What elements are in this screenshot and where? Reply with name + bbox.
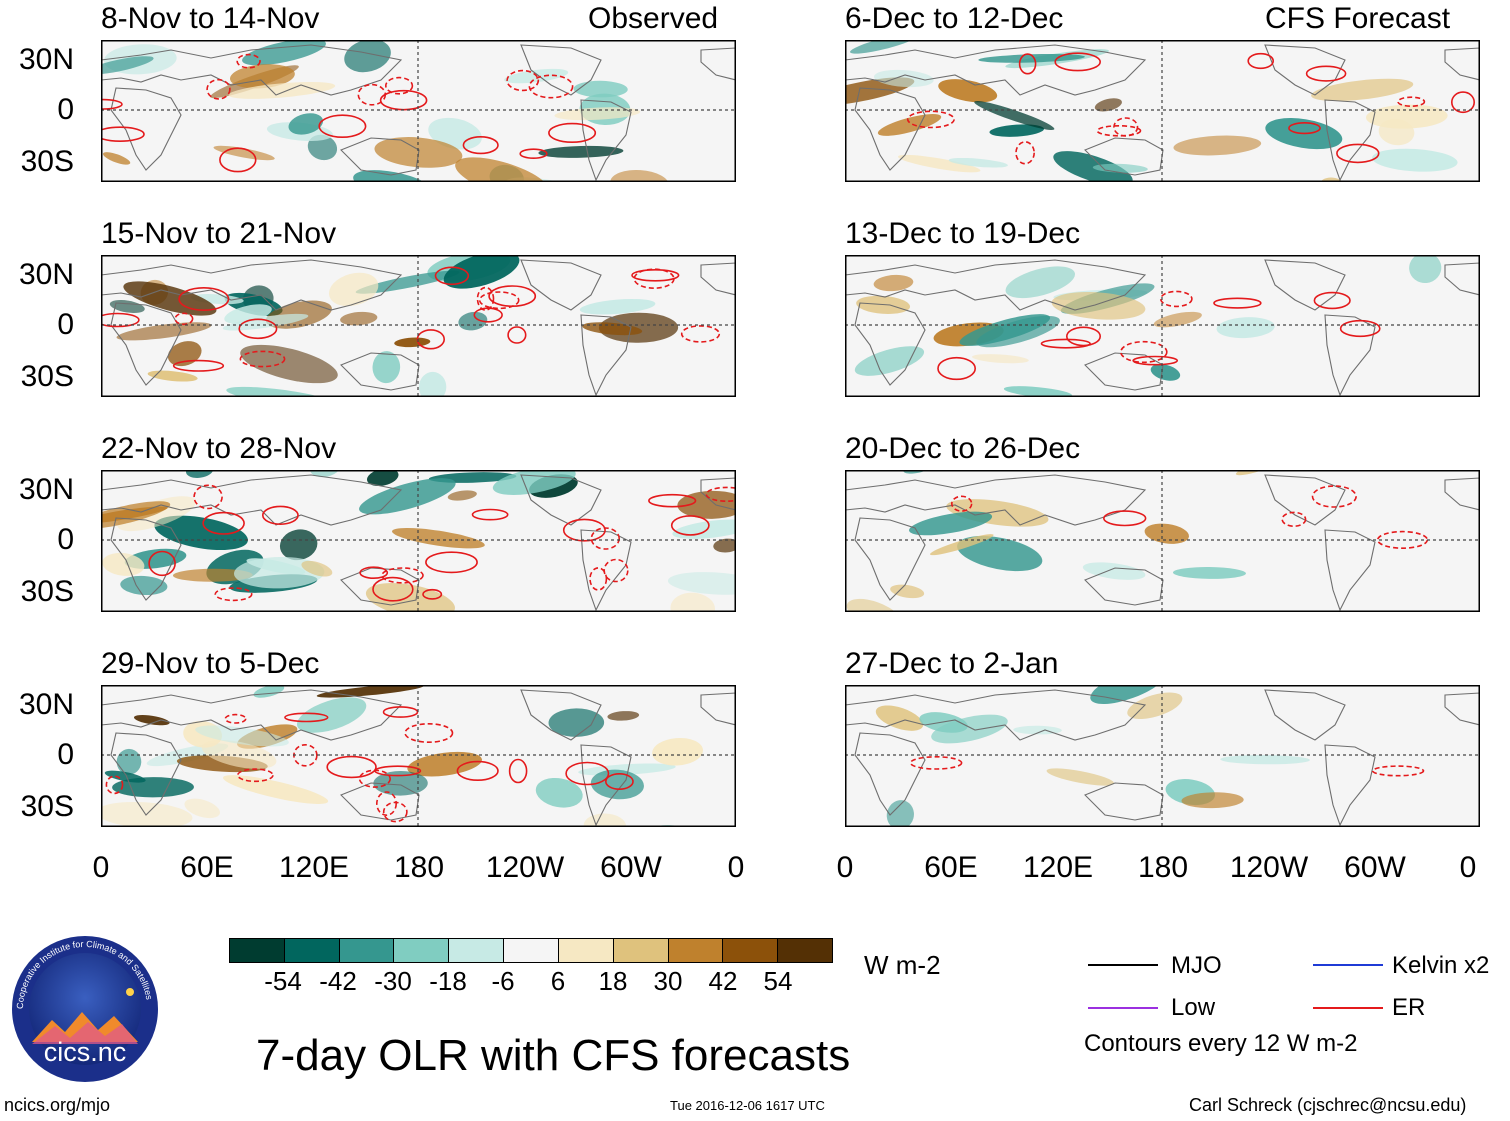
- colorbar-swatch: [284, 938, 340, 963]
- colorbar-swatch: [449, 938, 505, 963]
- lon-label-120w: 120W: [485, 851, 565, 884]
- legend-label-mjo: MJO: [1171, 952, 1222, 979]
- colorbar-tick: 6: [550, 966, 566, 996]
- colorbar-tick: -18: [429, 966, 467, 996]
- colorbar-tick: 18: [598, 966, 628, 996]
- panel-title-obs-4: 29-Nov to 5-Dec: [101, 647, 320, 680]
- map-panel-fcst-4: [845, 685, 1480, 827]
- map-panel-obs-1: [101, 40, 736, 182]
- lat-label-30s: 30S: [20, 575, 74, 608]
- panel-title-fcst-3: 20-Dec to 26-Dec: [845, 432, 1081, 465]
- lat-label-30n: 30N: [18, 43, 74, 76]
- legend-line-low: [1088, 1007, 1158, 1009]
- lon-label-120e: 120E: [1022, 851, 1094, 884]
- legend-line-kelvin: [1313, 964, 1383, 966]
- map-panel-obs-3: [101, 470, 736, 612]
- lon-label-60w: 60W: [1344, 851, 1406, 884]
- lon-label-120e: 120E: [278, 851, 350, 884]
- map-panel-obs-4: [101, 685, 736, 827]
- colorbar-swatch: [668, 938, 724, 963]
- colorbar-swatch: [778, 938, 833, 963]
- lat-label-30s: 30S: [20, 790, 74, 823]
- lat-label-30n: 30N: [18, 258, 74, 291]
- lon-label-0-end: 0: [727, 851, 745, 884]
- lon-label-0: 0: [92, 851, 110, 884]
- lon-label-60e: 60E: [924, 851, 978, 884]
- lon-label-0-end: 0: [1459, 851, 1477, 884]
- forecast-label: CFS Forecast: [1265, 2, 1451, 35]
- contour-note: Contours every 12 W m-2: [1084, 1030, 1358, 1057]
- panel-title-obs-1: 8-Nov to 14-Nov: [101, 2, 320, 35]
- panel-title-obs-3: 22-Nov to 28-Nov: [101, 432, 337, 465]
- colorbar-tick: 42: [708, 966, 738, 996]
- footer-timestamp: Tue 2016-12-06 1617 UTC: [670, 1098, 825, 1113]
- lat-label-eq: 0: [57, 308, 74, 341]
- legend-label-low: Low: [1171, 994, 1216, 1021]
- lat-label-eq: 0: [57, 523, 74, 556]
- colorbar-tick: -54: [264, 966, 302, 996]
- lat-label-30n: 30N: [18, 688, 74, 721]
- figure-title: 7-day OLR with CFS forecasts: [256, 1031, 851, 1080]
- legend-line-mjo: [1088, 964, 1158, 966]
- legend-label-kelvin: Kelvin x2: [1392, 952, 1490, 979]
- cics-logo: Cooperative Institute for Climate and Sa…: [10, 934, 160, 1084]
- lon-label-0: 0: [836, 851, 854, 884]
- colorbar-tick: 30: [653, 966, 683, 996]
- legend: MJO Kelvin x2 Low ER: [1088, 950, 1508, 1060]
- map-panel-fcst-1: [845, 40, 1480, 182]
- colorbar-swatch: [339, 938, 395, 963]
- colorbar-swatches: [229, 938, 833, 963]
- lat-label-eq: 0: [57, 93, 74, 126]
- logo-text: cics.nc: [44, 1037, 127, 1067]
- panel-title-fcst-2: 13-Dec to 19-Dec: [845, 217, 1081, 250]
- colorbar-tick: -42: [319, 966, 357, 996]
- footer-url: ncics.org/mjo: [4, 1095, 111, 1115]
- panel-title-obs-2: 15-Nov to 21-Nov: [101, 217, 337, 250]
- lat-label-30s: 30S: [20, 145, 74, 178]
- colorbar-swatch: [504, 938, 559, 963]
- lat-label-30n: 30N: [18, 473, 74, 506]
- lon-label-60w: 60W: [600, 851, 662, 884]
- lat-label-eq: 0: [57, 738, 74, 771]
- colorbar-tick: -6: [491, 966, 515, 996]
- lat-label-30s: 30S: [20, 360, 74, 393]
- map-panel-fcst-3: [845, 470, 1480, 612]
- colorbar-swatch: [558, 938, 614, 963]
- observed-label: Observed: [588, 2, 719, 35]
- lon-label-120w: 120W: [1229, 851, 1309, 884]
- legend-line-er: [1313, 1007, 1383, 1009]
- colorbar-swatch: [394, 938, 450, 963]
- footer-author: Carl Schreck (cjschrec@ncsu.edu): [1189, 1095, 1467, 1115]
- map-panel-fcst-2: [845, 255, 1480, 397]
- colorbar-swatch: [723, 938, 779, 963]
- panel-title-fcst-1: 6-Dec to 12-Dec: [845, 2, 1064, 35]
- lon-label-180: 180: [393, 851, 445, 884]
- colorbar-tick: -30: [374, 966, 412, 996]
- colorbar-swatch: [613, 938, 669, 963]
- map-panel-obs-2: [101, 255, 736, 397]
- colorbar: [229, 938, 833, 963]
- lon-label-60e: 60E: [180, 851, 234, 884]
- colorbar-swatch: [229, 938, 285, 963]
- units-label: W m-2: [864, 950, 941, 980]
- lon-label-180: 180: [1137, 851, 1189, 884]
- legend-label-er: ER: [1392, 994, 1426, 1021]
- panel-title-fcst-4: 27-Dec to 2-Jan: [845, 647, 1059, 680]
- colorbar-tick: 54: [763, 966, 793, 996]
- cics-logo-graphic: Cooperative Institute for Climate and Sa…: [12, 936, 158, 1082]
